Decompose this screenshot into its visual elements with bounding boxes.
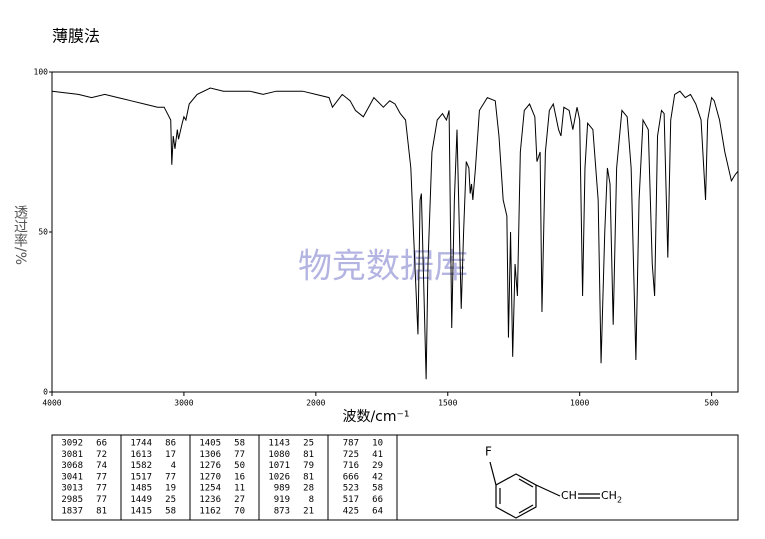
- peak-transmittance: 50: [234, 461, 245, 471]
- peak-wavenumber: 1071: [268, 461, 290, 471]
- peak-transmittance: 10: [372, 439, 383, 449]
- peak-transmittance: 58: [234, 439, 245, 449]
- x-tick-label: 1500: [438, 399, 457, 408]
- peak-wavenumber: 1449: [130, 495, 152, 505]
- peak-transmittance: 77: [165, 472, 176, 482]
- y-tick-label: 50: [38, 228, 48, 237]
- peak-wavenumber: 1485: [130, 484, 152, 494]
- x-tick-label: 4000: [42, 399, 61, 408]
- peak-transmittance: 81: [303, 472, 314, 482]
- chart-title: 薄膜法: [52, 27, 100, 46]
- peak-wavenumber: 523: [343, 484, 359, 494]
- x-axis-label: 波数/cm⁻¹: [342, 409, 409, 425]
- spectrum-line: [51, 87, 739, 380]
- peak-transmittance: 77: [96, 484, 107, 494]
- peak-wavenumber: 1276: [199, 461, 221, 471]
- peak-transmittance: 25: [165, 495, 176, 505]
- peak-wavenumber: 3081: [61, 450, 83, 460]
- peak-wavenumber: 1236: [199, 495, 221, 505]
- peak-transmittance: 27: [234, 495, 245, 505]
- x-tick-label: 500: [704, 399, 719, 408]
- peak-transmittance: 29: [372, 461, 383, 471]
- peak-wavenumber: 1405: [199, 439, 221, 449]
- peak-transmittance: 77: [96, 472, 107, 482]
- peak-transmittance: 66: [372, 495, 383, 505]
- x-tick-label: 1000: [570, 399, 589, 408]
- watermark: 物竞数据库: [298, 247, 468, 287]
- peak-wavenumber: 3068: [61, 461, 83, 471]
- peak-transmittance: 64: [372, 506, 383, 516]
- peak-transmittance: 66: [96, 439, 107, 449]
- peak-transmittance: 21: [303, 506, 314, 516]
- peak-wavenumber: 716: [343, 461, 359, 471]
- atom-label: CH: [561, 489, 577, 502]
- peak-wavenumber: 873: [274, 506, 290, 516]
- peak-wavenumber: 517: [343, 495, 359, 505]
- peak-transmittance: 77: [234, 450, 245, 460]
- x-tick-label: 3000: [174, 399, 193, 408]
- y-tick-label: 100: [34, 68, 49, 77]
- peak-transmittance: 79: [303, 461, 314, 471]
- y-tick-label: 0: [43, 388, 48, 397]
- peak-wavenumber: 1306: [199, 450, 221, 460]
- peak-transmittance: 42: [372, 472, 383, 482]
- peak-transmittance: 70: [234, 506, 245, 516]
- peak-transmittance: 11: [234, 484, 245, 494]
- table-frame: [51, 434, 739, 521]
- peak-transmittance: 16: [234, 472, 245, 482]
- peak-wavenumber: 3013: [61, 484, 83, 494]
- atom-label: CH: [601, 489, 617, 502]
- bond: [535, 484, 561, 497]
- bond: [489, 461, 497, 486]
- peak-transmittance: 28: [303, 484, 314, 494]
- peak-wavenumber: 1517: [130, 472, 152, 482]
- peak-wavenumber: 1162: [199, 506, 221, 516]
- molecule: [489, 461, 600, 519]
- peak-wavenumber: 1143: [268, 439, 290, 449]
- peak-wavenumber: 1613: [130, 450, 152, 460]
- peak-wavenumber: 1254: [199, 484, 221, 494]
- peak-wavenumber: 1270: [199, 472, 221, 482]
- peak-transmittance: 58: [372, 484, 383, 494]
- atom-label: F: [485, 445, 492, 459]
- peak-wavenumber: 1415: [130, 506, 152, 516]
- peak-wavenumber: 3092: [61, 439, 83, 449]
- peak-wavenumber: 725: [343, 450, 359, 460]
- column-separators: [120, 435, 398, 520]
- peak-transmittance: 41: [372, 450, 383, 460]
- peak-transmittance: 17: [165, 450, 176, 460]
- peak-wavenumber: 919: [274, 495, 290, 505]
- double-bond: [518, 478, 534, 488]
- benzene-ring: [495, 473, 537, 519]
- peak-wavenumber: 425: [343, 506, 359, 516]
- peak-wavenumber: 1744: [130, 439, 152, 449]
- peak-transmittance: 25: [303, 439, 314, 449]
- peak-transmittance: 77: [96, 495, 107, 505]
- y-axis-label: 透过率/%: [12, 205, 28, 265]
- peak-transmittance: 72: [96, 450, 107, 460]
- peak-transmittance: 74: [96, 461, 107, 471]
- peak-transmittance: 8: [309, 495, 314, 505]
- peak-wavenumber: 666: [343, 472, 359, 482]
- subscript: 2: [617, 496, 622, 505]
- peak-wavenumber: 3041: [61, 472, 83, 482]
- peak-transmittance: 19: [165, 484, 176, 494]
- peak-wavenumber: 2985: [61, 495, 83, 505]
- double-bond: [518, 504, 534, 514]
- peak-transmittance: 58: [165, 506, 176, 516]
- peak-wavenumber: 989: [274, 484, 290, 494]
- peak-transmittance: 81: [96, 506, 107, 516]
- peak-wavenumber: 1837: [61, 506, 83, 516]
- peak-wavenumber: 787: [343, 439, 359, 449]
- peak-wavenumber: 1582: [130, 461, 152, 471]
- peak-transmittance: 81: [303, 450, 314, 460]
- peak-transmittance: 86: [165, 439, 176, 449]
- x-tick-label: 2000: [306, 399, 325, 408]
- peak-transmittance: 4: [171, 461, 176, 471]
- peak-wavenumber: 1080: [268, 450, 290, 460]
- peak-wavenumber: 1026: [268, 472, 290, 482]
